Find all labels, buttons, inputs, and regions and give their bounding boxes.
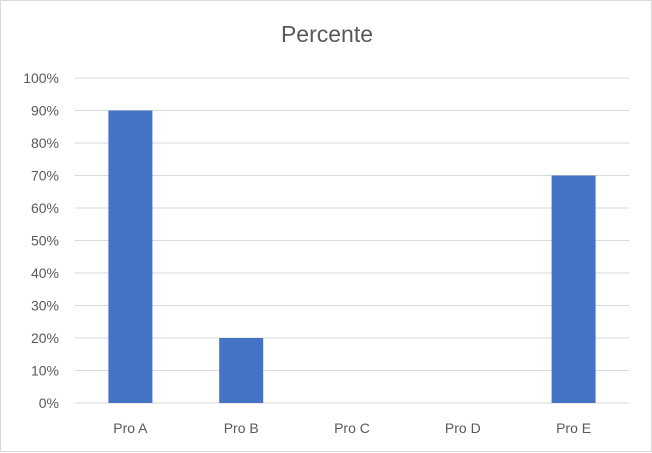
y-tick-label: 70% [31,168,59,184]
y-tick-label: 60% [31,200,59,216]
y-tick-label: 90% [31,103,59,119]
x-axis-ticks: Pro A Pro B Pro C Pro D Pro E [113,420,591,436]
x-tick-label: Pro D [445,420,481,436]
bar-pro-b [219,338,264,403]
bar-pro-e [551,175,596,403]
y-axis-ticks: 0% 10% 20% 30% 40% 50% 60% 70% 80% 90% 100% [23,70,59,411]
grid-lines [75,77,629,404]
x-tick-label: Pro A [113,420,148,436]
y-tick-label: 50% [31,233,59,249]
bar-pro-a [108,110,153,403]
x-tick-label: Pro E [556,420,591,436]
chart-title: Percente [280,21,374,47]
bars [108,110,596,403]
y-tick-label: 80% [31,135,59,151]
y-tick-label: 100% [23,70,59,86]
y-tick-label: 30% [31,298,59,314]
y-tick-label: 10% [31,363,59,379]
x-tick-label: Pro C [334,420,370,436]
x-tick-label: Pro B [224,420,259,436]
y-tick-label: 0% [39,395,59,411]
y-tick-label: 20% [31,330,59,346]
y-tick-label: 40% [31,265,59,281]
